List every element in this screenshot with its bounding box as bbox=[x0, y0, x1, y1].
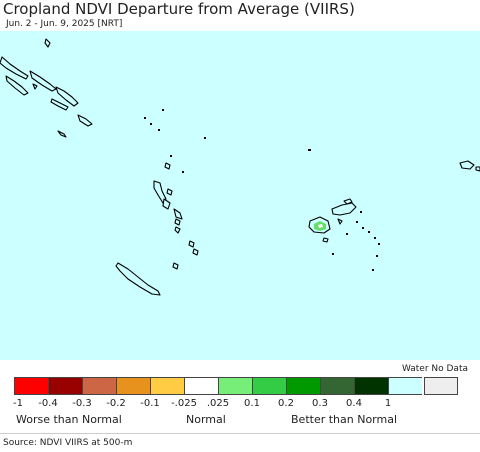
legend-swatch-9 bbox=[320, 377, 354, 395]
legend-tick-11: 1 bbox=[384, 398, 392, 409]
island-solomon-2 bbox=[29, 70, 57, 92]
legend-tick-9: 0.3 bbox=[312, 398, 328, 409]
legend-swatch-10 bbox=[354, 377, 388, 395]
legend-tick-5: -.025 bbox=[171, 398, 197, 409]
island-solomon-6 bbox=[77, 114, 93, 127]
footer-divider bbox=[0, 433, 480, 434]
small-islets bbox=[144, 109, 380, 271]
island-solomon-1 bbox=[0, 56, 29, 80]
island-fiji-5 bbox=[322, 237, 329, 243]
island-vanuatu-7 bbox=[164, 162, 171, 170]
legend-swatch-no-data bbox=[424, 377, 458, 395]
island-solomon-8 bbox=[57, 130, 67, 138]
legend-tick-6: .025 bbox=[206, 398, 230, 409]
island-solomon-3 bbox=[5, 75, 29, 96]
legend-tick-10: 0.4 bbox=[346, 398, 362, 409]
legend-color-bar bbox=[14, 377, 458, 395]
legend-swatch-11 bbox=[388, 377, 422, 395]
legend-tick-7: 0.1 bbox=[244, 398, 260, 409]
legend-swatch-4 bbox=[150, 377, 184, 395]
legend-swatch-8 bbox=[286, 377, 320, 395]
island-vanuatu-2 bbox=[162, 198, 171, 210]
legend-swatch-3 bbox=[116, 377, 150, 395]
island-solomon-9 bbox=[32, 83, 38, 90]
island-east-1 bbox=[459, 160, 475, 170]
legend-swatch-2 bbox=[82, 377, 116, 395]
island-vanuatu-8 bbox=[188, 240, 195, 248]
island-fiji-3 bbox=[343, 198, 353, 205]
island-vanuatu-10 bbox=[172, 262, 179, 270]
map-canvas bbox=[0, 38, 480, 296]
legend-tick-8: 0.2 bbox=[278, 398, 294, 409]
legend-no-data-label: Water No Data bbox=[401, 364, 468, 374]
legend-tick-3: -0.2 bbox=[106, 398, 126, 409]
island-vanuatu-6 bbox=[174, 226, 181, 234]
island-new-caledonia bbox=[115, 262, 161, 296]
legend-category-better: Better than Normal bbox=[291, 413, 398, 426]
legend-tick-0: -1 bbox=[13, 398, 23, 409]
island-solomon-5 bbox=[55, 86, 79, 107]
legend-swatch-7 bbox=[252, 377, 286, 395]
legend-category-worse: Worse than Normal bbox=[16, 413, 122, 426]
legend-swatch-5 bbox=[184, 377, 218, 395]
island-vanuatu-9 bbox=[192, 248, 199, 256]
island-fiji-4 bbox=[337, 218, 343, 225]
island-solomon-7 bbox=[44, 38, 51, 48]
island-vanuatu-4 bbox=[166, 188, 173, 196]
legend-tick-labels: -1 -0.4 -0.3 -0.2 -0.1 -.025 .025 0.1 0.2 0.3 0.4 1 bbox=[0, 398, 480, 412]
legend-swatch-1 bbox=[48, 377, 82, 395]
legend-tick-4: -0.1 bbox=[140, 398, 160, 409]
island-fiji-vanua-levu bbox=[331, 202, 357, 216]
map-area[interactable] bbox=[0, 31, 480, 360]
map-date-range: Jun. 2 - Jun. 9, 2025 [NRT] bbox=[6, 19, 123, 29]
island-east-2 bbox=[475, 166, 480, 172]
legend-swatch-0 bbox=[14, 377, 48, 395]
legend-category-normal: Normal bbox=[186, 413, 226, 426]
fiji-cropland bbox=[314, 221, 326, 231]
legend-tick-2: -0.3 bbox=[72, 398, 92, 409]
island-vanuatu-5 bbox=[174, 218, 181, 226]
map-title: Cropland NDVI Departure from Average (VI… bbox=[3, 0, 355, 18]
source-note: Source: NDVI VIIRS at 500-m bbox=[3, 438, 133, 448]
legend-tick-1: -0.4 bbox=[38, 398, 58, 409]
legend-swatch-6 bbox=[218, 377, 252, 395]
island-vanuatu-3 bbox=[173, 208, 183, 220]
island-solomon-4 bbox=[50, 98, 69, 111]
